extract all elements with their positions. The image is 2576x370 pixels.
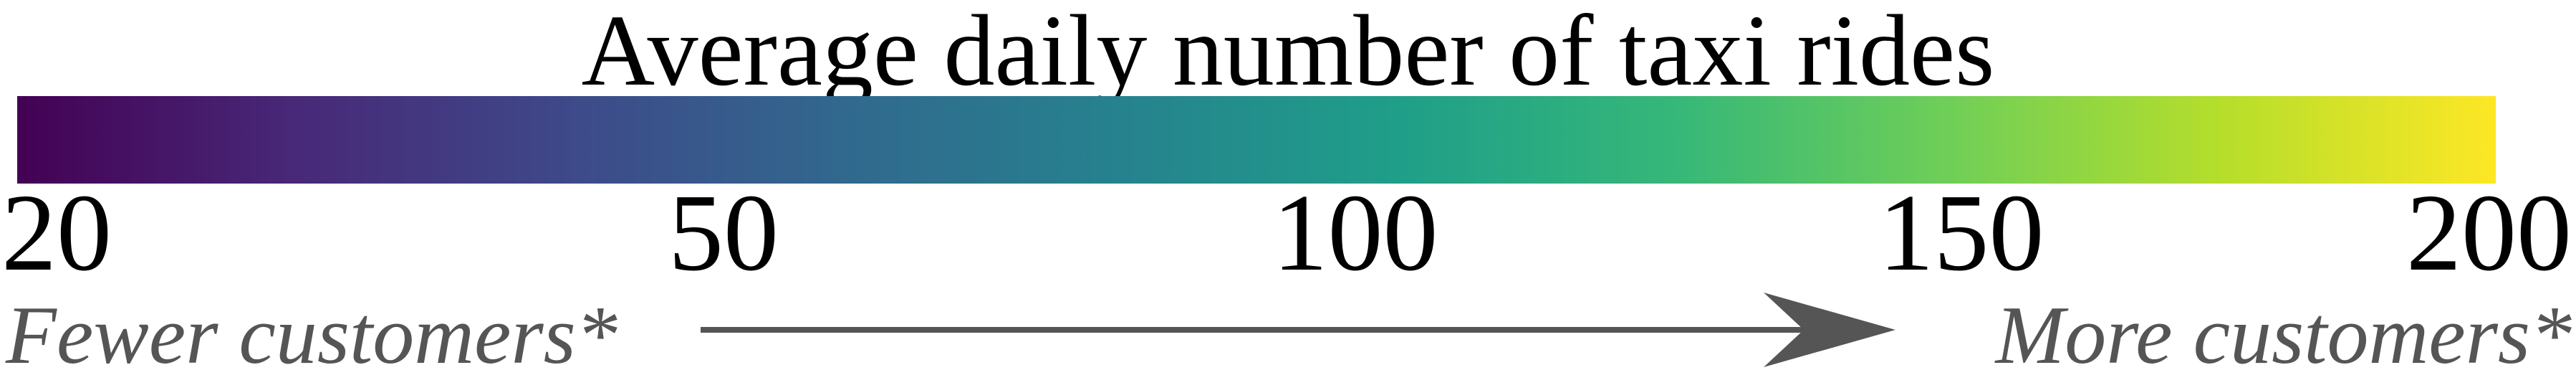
tick-label-150: 150 <box>1879 172 2044 294</box>
tick-label-50: 50 <box>668 172 779 294</box>
tick-label-100: 100 <box>1273 172 1438 294</box>
arrow-head <box>1764 293 1895 367</box>
more-customers-label: More customers* <box>1994 290 2572 370</box>
tick-labels: 20 50 100 150 200 <box>1 172 2572 294</box>
direction-arrow <box>701 293 1895 367</box>
colorbar-gradient <box>17 96 2496 184</box>
fewer-customers-label: Fewer customers* <box>5 290 617 370</box>
tick-label-200: 200 <box>2406 172 2572 294</box>
colorbar-title: Average daily number of taxi rides <box>582 0 1995 107</box>
tick-label-20: 20 <box>1 172 112 294</box>
